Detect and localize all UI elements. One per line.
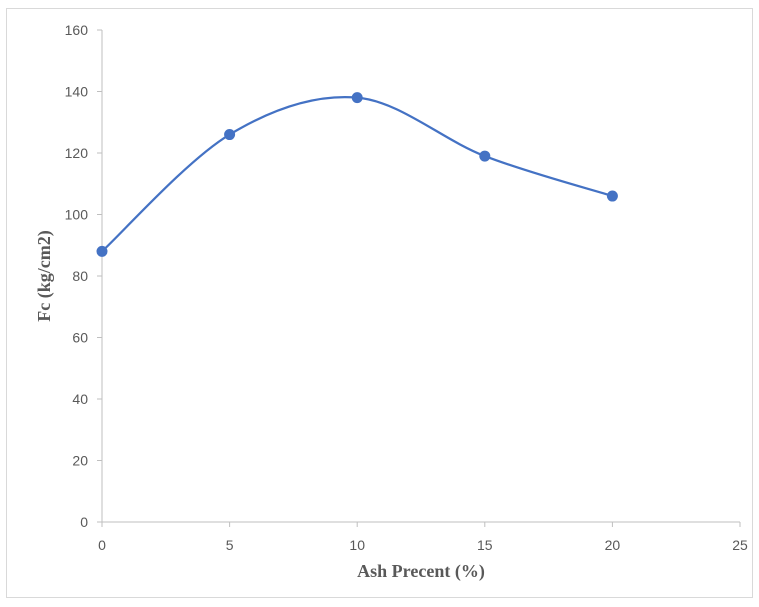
x-tick-label: 5 <box>226 537 234 553</box>
x-tick-label: 25 <box>732 537 748 553</box>
y-tick-label: 120 <box>65 145 89 161</box>
series-line <box>101 96 613 253</box>
data-point <box>96 245 108 257</box>
data-point <box>479 150 491 162</box>
axes <box>101 30 740 523</box>
data-point <box>351 92 363 104</box>
y-tick-label: 60 <box>72 330 88 346</box>
data-point <box>224 129 236 141</box>
y-tick-label: 140 <box>65 84 89 100</box>
x-tick-label: 15 <box>477 537 493 553</box>
series-group <box>96 92 618 257</box>
y-tick-label: 80 <box>72 268 88 284</box>
y-tick-labels: 0 20 40 60 80 100 120 140 160 <box>65 22 102 530</box>
chart-frame <box>6 8 753 598</box>
y-tick-label: 160 <box>65 22 89 38</box>
y-axis-title: Fc (kg/cm2) <box>34 230 55 321</box>
y-tick-label: 0 <box>80 514 88 530</box>
x-axis-title: Ash Precent (%) <box>357 561 485 582</box>
y-tick-label: 100 <box>65 207 89 223</box>
data-point <box>606 190 618 202</box>
x-tick-label: 10 <box>349 537 365 553</box>
y-tick-label: 40 <box>72 391 88 407</box>
y-tick-label: 20 <box>72 453 88 469</box>
x-tick-label: 20 <box>605 537 621 553</box>
x-tick-label: 0 <box>98 537 106 553</box>
x-tick-labels: 0 5 10 15 20 25 <box>98 522 748 553</box>
